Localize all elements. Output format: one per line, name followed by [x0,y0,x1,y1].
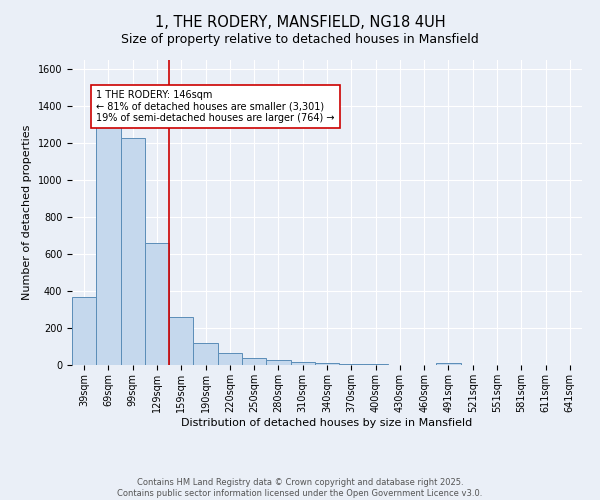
Text: Size of property relative to detached houses in Mansfield: Size of property relative to detached ho… [121,32,479,46]
Bar [315,363,339,365]
Text: Contains HM Land Registry data © Crown copyright and database right 2025.
Contai: Contains HM Land Registry data © Crown c… [118,478,482,498]
Bar [72,296,96,365]
Bar [218,353,242,365]
Bar [96,126,121,365]
Text: 1 THE RODERY: 146sqm
← 81% of detached houses are smaller (3,301)
19% of semi-de: 1 THE RODERY: 146sqm ← 81% of detached h… [96,90,335,123]
Bar [169,317,193,365]
Bar [242,358,266,365]
Bar [436,363,461,365]
Bar [121,138,145,365]
Bar [290,362,315,365]
Bar [193,343,218,365]
X-axis label: Distribution of detached houses by size in Mansfield: Distribution of detached houses by size … [181,418,473,428]
Bar [339,364,364,365]
Text: 1, THE RODERY, MANSFIELD, NG18 4UH: 1, THE RODERY, MANSFIELD, NG18 4UH [155,15,445,30]
Y-axis label: Number of detached properties: Number of detached properties [22,125,32,300]
Bar [364,364,388,365]
Bar [145,243,169,365]
Bar [266,360,290,365]
